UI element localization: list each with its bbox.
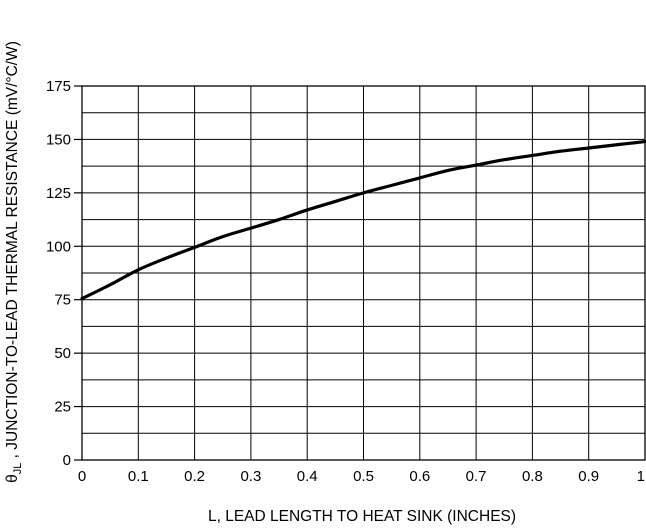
y-tick-label: 25 (54, 399, 71, 416)
y-tick-label: 75 (54, 292, 71, 309)
y-axis-label-subscript: JL (12, 463, 24, 475)
y-tick-label: 175 (46, 78, 71, 95)
grid-lines (74, 85, 646, 461)
y-tick-label: 150 (46, 131, 71, 148)
y-axis-label-symbol: θ (4, 474, 21, 483)
x-axis-label: L, LEAD LENGTH TO HEAT SINK (INCHES) (208, 508, 516, 525)
x-tick-label: 0.3 (240, 468, 261, 485)
y-axis-label-text: , JUNCTION-TO-LEAD THERMAL RESISTANCE (m… (4, 41, 21, 463)
x-tick-label: 1 (637, 468, 645, 485)
y-axis-label: θJL , JUNCTION-TO-LEAD THERMAL RESISTANC… (4, 41, 24, 483)
x-tick-label: 0 (78, 468, 86, 485)
x-tick-label: 0.7 (466, 468, 487, 485)
x-tick-label: 0.4 (297, 468, 318, 485)
x-tick-labels: 0 0.1 0.2 0.3 0.4 0.5 0.6 0.7 0.8 0.9 1 (78, 468, 645, 485)
y-tick-labels: 0 25 50 75 100 125 150 175 (46, 78, 71, 469)
series-line (80, 139, 646, 301)
x-tick-label: 0.6 (409, 468, 430, 485)
y-tick-label: 100 (46, 238, 71, 255)
x-tick-label: 0.5 (353, 468, 374, 485)
y-tick-label: 50 (54, 345, 71, 362)
plot-frame (81, 85, 646, 461)
x-tick-label: 0.9 (578, 468, 599, 485)
x-tick-label: 0.1 (128, 468, 149, 485)
x-tick-label: 0.2 (184, 468, 205, 485)
y-tick-label: 0 (63, 452, 71, 469)
x-tick-label: 0.8 (522, 468, 543, 485)
y-tick-label: 125 (46, 185, 71, 202)
